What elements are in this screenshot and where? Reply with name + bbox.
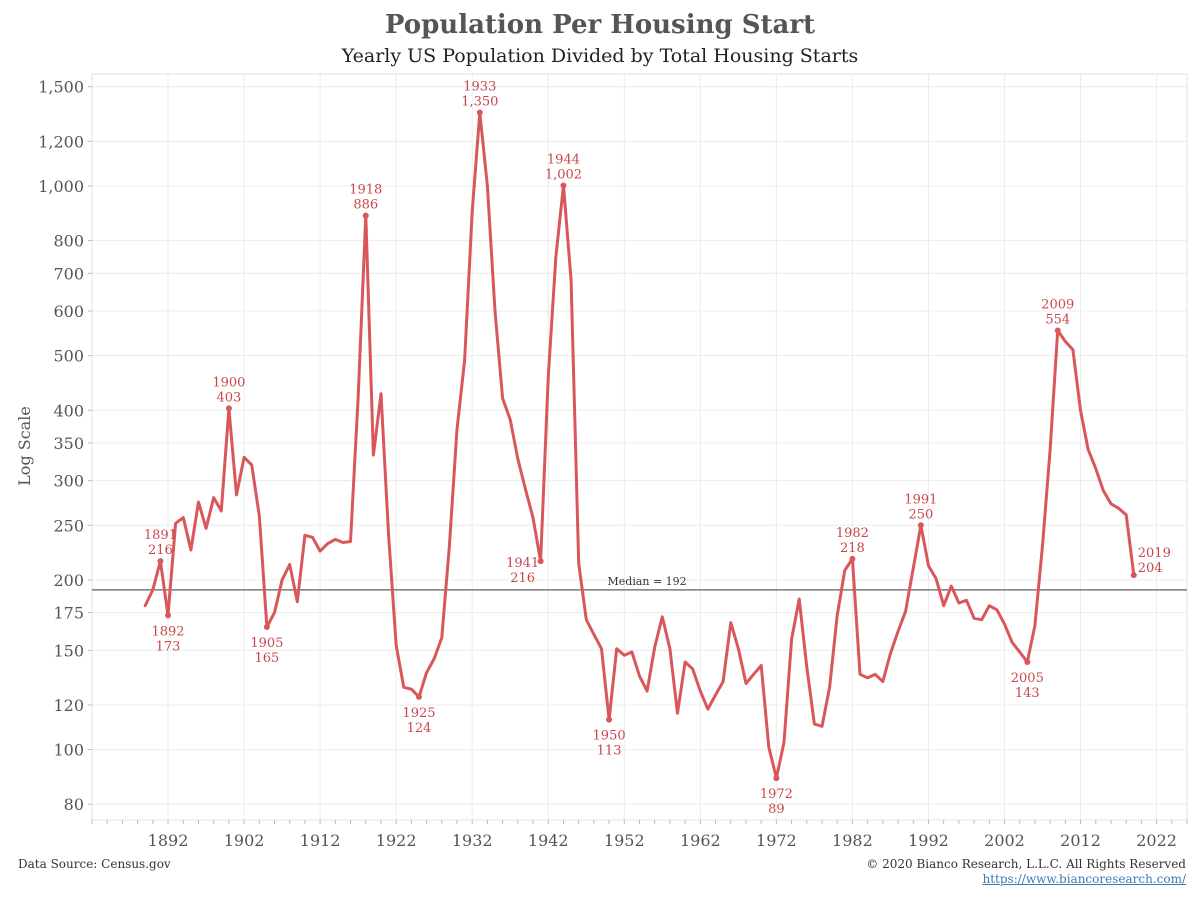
x-tick-label: 1892 xyxy=(148,831,189,850)
annotation-value: 554 xyxy=(1045,313,1070,328)
y-tick-label: 350 xyxy=(53,434,84,453)
annotation-value: 89 xyxy=(768,802,785,817)
annotation-year: 1972 xyxy=(760,787,793,802)
annotation-marker xyxy=(165,612,172,619)
annotation-marker xyxy=(476,109,483,116)
y-tick-label: 1,000 xyxy=(38,177,84,196)
y-tick-label: 300 xyxy=(53,472,84,491)
annotation-value: 124 xyxy=(407,721,432,736)
annotation-year: 1900 xyxy=(212,375,245,390)
x-tick-label: 1932 xyxy=(452,831,493,850)
copyright-note: © 2020 Bianco Research, L.L.C. All Right… xyxy=(866,857,1186,871)
annotation-marker xyxy=(849,555,856,562)
annotation-year: 1982 xyxy=(836,526,869,541)
annotation-year: 1991 xyxy=(904,492,937,507)
annotation-year: 1933 xyxy=(463,80,496,95)
annotation-value: 218 xyxy=(840,541,865,556)
chart-subtitle: Yearly US Population Divided by Total Ho… xyxy=(341,45,859,67)
x-tick-label: 2012 xyxy=(1060,831,1101,850)
x-tick-label: 1972 xyxy=(756,831,797,850)
y-tick-label: 150 xyxy=(53,641,84,660)
y-tick-label: 600 xyxy=(53,302,84,321)
y-tick-label: 200 xyxy=(53,571,84,590)
x-tick-label: 1982 xyxy=(832,831,873,850)
annotation-value: 1,350 xyxy=(461,95,498,110)
annotation-value: 886 xyxy=(353,198,378,213)
x-tick-label: 2022 xyxy=(1136,831,1177,850)
y-tick-label: 175 xyxy=(53,604,84,623)
x-tick-label: 2002 xyxy=(984,831,1025,850)
y-tick-label: 100 xyxy=(53,741,84,760)
annotation-value: 113 xyxy=(597,744,622,759)
annotation-value: 216 xyxy=(148,543,173,558)
annotation-year: 1941 xyxy=(506,556,539,571)
annotation-value: 1,002 xyxy=(545,167,582,182)
y-tick-label: 700 xyxy=(53,264,84,283)
annotation-marker xyxy=(1054,327,1061,334)
annotation-year: 1905 xyxy=(250,636,283,651)
annotation-marker xyxy=(1024,659,1031,666)
annotation-marker xyxy=(362,212,369,219)
annotation-value: 165 xyxy=(254,651,279,666)
median-line-group: Median = 192 xyxy=(92,575,1187,591)
x-tick-label: 1922 xyxy=(376,831,417,850)
annotation-value: 173 xyxy=(156,639,181,654)
annotation-year: 1944 xyxy=(547,152,580,167)
annotation-marker xyxy=(263,624,270,631)
series-group xyxy=(143,111,1136,780)
y-tick-label: 1,500 xyxy=(38,78,84,97)
annotation-value: 143 xyxy=(1015,686,1040,701)
x-tick-label: 1992 xyxy=(908,831,949,850)
website-link[interactable]: https://www.biancoresearch.com/ xyxy=(982,872,1186,886)
annotation-marker xyxy=(157,558,164,565)
annotation-year: 1891 xyxy=(144,528,177,543)
y-tick-label: 120 xyxy=(53,696,84,715)
y-tick-label: 500 xyxy=(53,347,84,366)
annotation-marker xyxy=(917,522,924,529)
y-tick-label: 250 xyxy=(53,516,84,535)
annotation-marker xyxy=(225,405,232,412)
x-axis: 1892 1902 1912 1922 1932 1942 1952 1962 1972 1982… xyxy=(91,820,1188,850)
annotation-year: 2005 xyxy=(1011,671,1044,686)
annotation-marker xyxy=(560,182,567,189)
y-axis: 80 100 120 150 175 200 250 300 350 400 500 600 700 80… xyxy=(38,78,92,814)
annotation-year: 1950 xyxy=(593,729,626,744)
annotation-year: 2009 xyxy=(1041,298,1074,313)
chart-title: Population Per Housing Start xyxy=(384,10,816,40)
x-tick-label: 1942 xyxy=(528,831,569,850)
annotation-marker xyxy=(1130,572,1137,579)
annotation-year: 1892 xyxy=(151,624,184,639)
annotation-marker xyxy=(537,558,544,565)
annotation-marker xyxy=(415,693,422,700)
annotation-value: 250 xyxy=(908,507,933,522)
annotation-year: 1925 xyxy=(402,706,435,721)
series-line xyxy=(143,111,1136,780)
data-source-note: Data Source: Census.gov xyxy=(18,857,171,871)
y-tick-label: 800 xyxy=(53,232,84,251)
y-tick-label: 400 xyxy=(53,401,84,420)
median-label: Median = 192 xyxy=(608,575,687,588)
annotation-year: 2019 xyxy=(1138,546,1171,561)
grid xyxy=(92,74,1187,820)
x-tick-label: 1952 xyxy=(604,831,645,850)
y-tick-label: 1,200 xyxy=(38,132,84,151)
annotation-marker xyxy=(773,775,780,782)
annotation-value: 204 xyxy=(1138,561,1163,576)
x-tick-label: 1962 xyxy=(680,831,721,850)
annotation-value: 403 xyxy=(216,390,241,405)
annotation-value: 216 xyxy=(510,571,535,586)
x-tick-label: 1902 xyxy=(224,831,265,850)
x-tick-label: 1912 xyxy=(300,831,341,850)
y-axis-label: Log Scale xyxy=(15,406,34,486)
annotation-year: 1918 xyxy=(349,183,382,198)
annotations-group: 1891216189217319004031905165191888619251… xyxy=(144,80,1171,818)
annotation-marker xyxy=(606,716,613,723)
y-tick-label: 80 xyxy=(64,795,84,814)
